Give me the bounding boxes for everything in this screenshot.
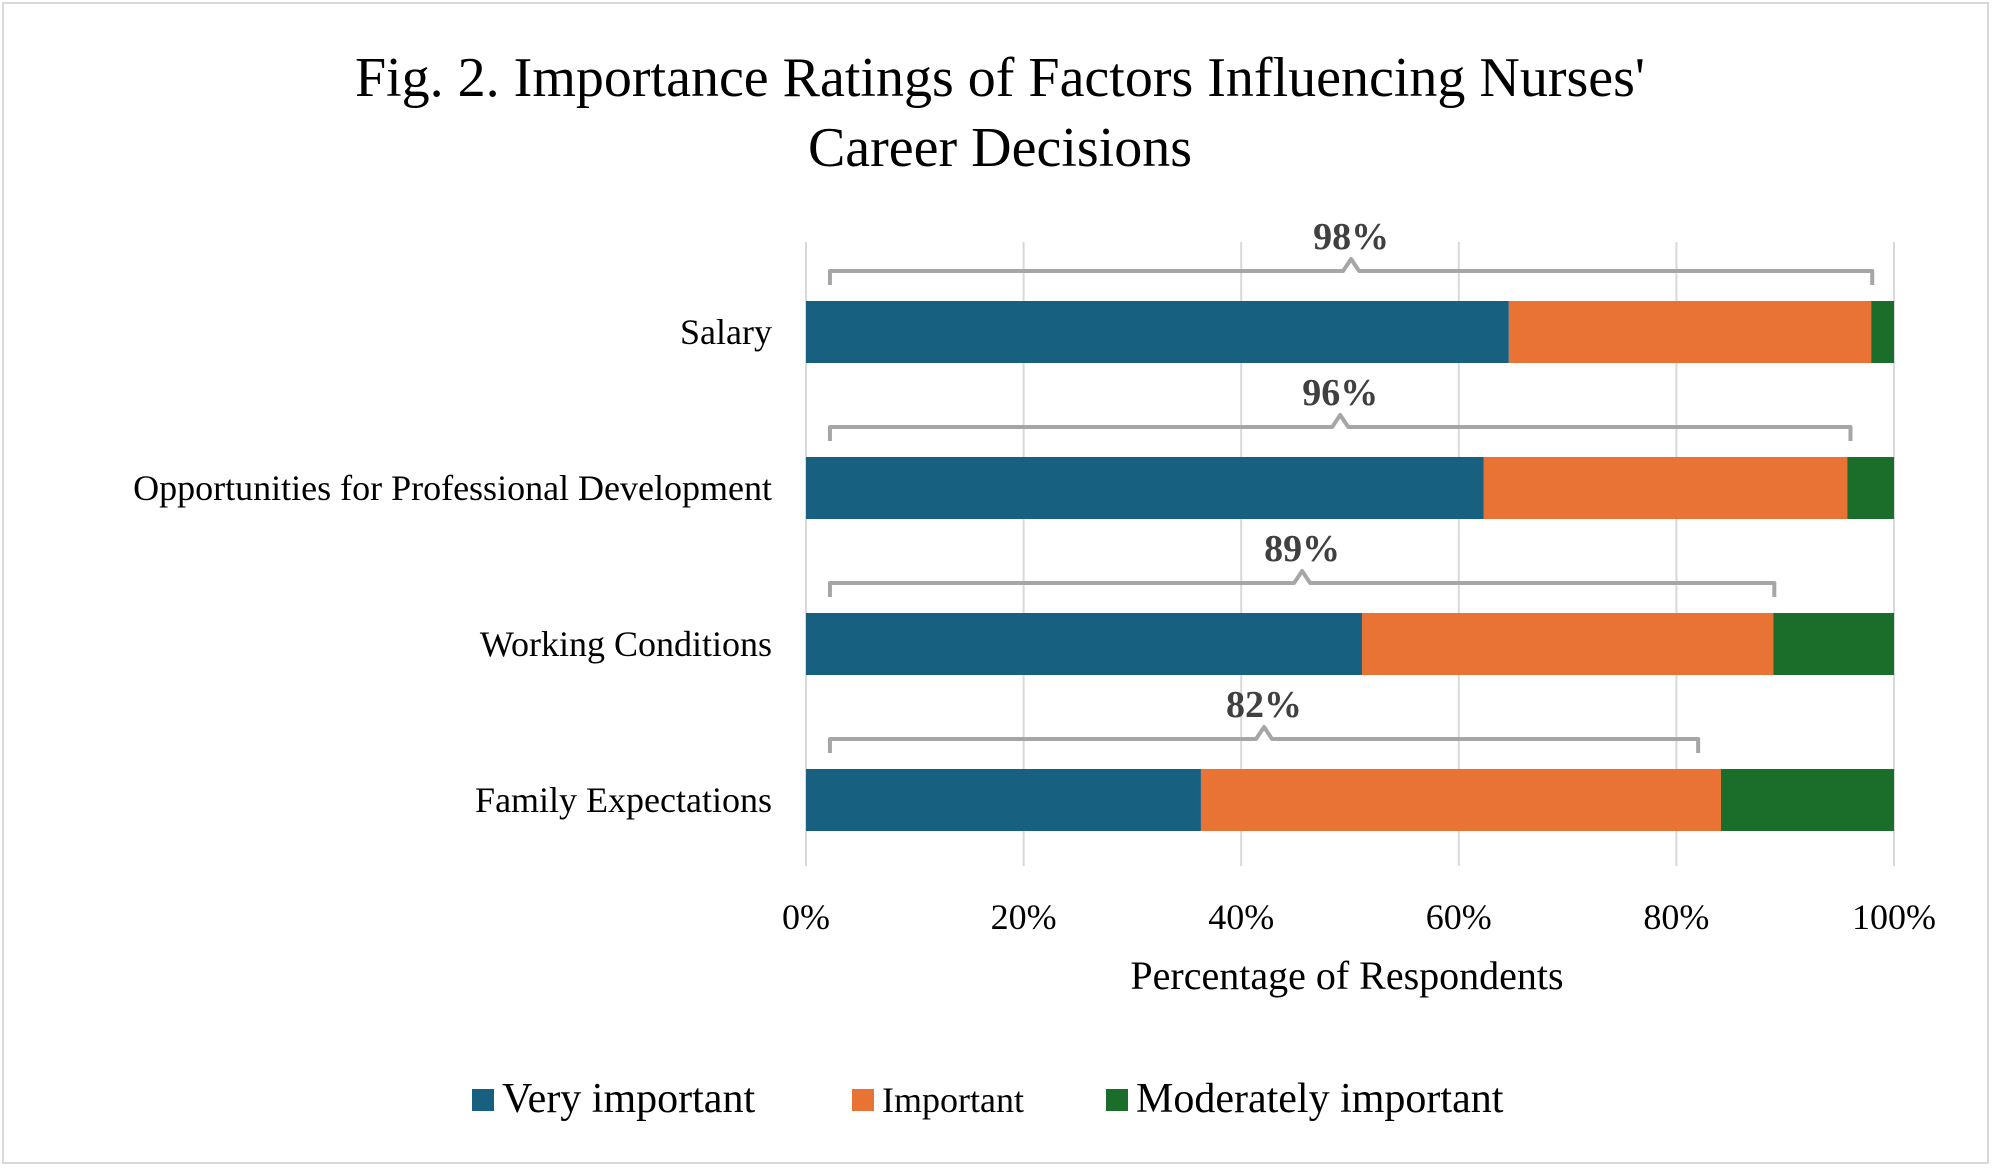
category-label-working-conditions: Working Conditions — [480, 624, 772, 664]
bar-family-expectations-moderately-important — [1721, 769, 1894, 831]
annotation-brackets: 98% 96% 89% 82% — [827, 216, 1875, 753]
annotation-label-working-conditions: 89% — [1264, 528, 1340, 570]
bar-salary-moderately-important — [1871, 301, 1894, 363]
bar-working-conditions-important — [1361, 613, 1774, 675]
category-label-opportunities-for-professional-development: Opportunities for Professional Developme… — [133, 468, 772, 508]
chart-title-line-1: Fig. 2. Importance Ratings of Factors In… — [355, 47, 1645, 109]
legend-swatch-important — [852, 1089, 874, 1111]
bracket-salary — [827, 257, 1875, 285]
bracket-opportunities-for-professional-development — [827, 413, 1853, 441]
category-label-salary: Salary — [680, 312, 772, 352]
legend-swatch-very-important — [472, 1089, 494, 1111]
bar-opportunities-for-professional-development-very-important — [806, 457, 1484, 519]
bracket-family-expectations — [827, 725, 1701, 753]
bar-salary-important — [1508, 301, 1872, 363]
legend-label-very-important: Very important — [502, 1076, 755, 1122]
bar-salary-very-important — [806, 301, 1509, 363]
category-labels: Salary Opportunities for Professional Dev… — [133, 312, 772, 820]
bar-working-conditions-moderately-important — [1773, 613, 1894, 675]
legend-swatch-moderately-important — [1106, 1089, 1128, 1111]
x-tick-label-40: 40% — [1208, 897, 1274, 937]
annotation-label-family-expectations: 82% — [1226, 684, 1302, 726]
x-tick-label-80: 80% — [1643, 897, 1709, 937]
bars — [806, 301, 1894, 831]
legend-item-moderately-important: Moderately important — [1106, 1076, 1504, 1122]
x-tick-label-100: 100% — [1852, 897, 1936, 937]
legend-label-moderately-important: Moderately important — [1136, 1076, 1504, 1122]
annotation-label-salary: 98% — [1313, 216, 1389, 258]
stacked-bar-chart: Fig. 2. Importance Ratings of Factors In… — [133, 47, 1936, 1122]
bar-family-expectations-important — [1200, 769, 1722, 831]
x-tick-label-60: 60% — [1426, 897, 1492, 937]
category-label-family-expectations: Family Expectations — [475, 780, 772, 820]
legend-item-important: Important — [852, 1080, 1024, 1120]
bar-opportunities-for-professional-development-moderately-important — [1847, 457, 1894, 519]
x-tick-label-20: 20% — [991, 897, 1057, 937]
bar-working-conditions-very-important — [806, 613, 1362, 675]
annotation-label-opportunities-for-professional-development: 96% — [1302, 372, 1378, 414]
legend-item-very-important: Very important — [472, 1076, 755, 1122]
bar-family-expectations-very-important — [806, 769, 1201, 831]
legend-label-important: Important — [882, 1080, 1024, 1120]
x-tick-labels: 0% 20% 40% 60% 80% 100% — [782, 897, 1936, 937]
legend: Very important Important Moderately import… — [472, 1076, 1504, 1122]
x-tick-label-0: 0% — [782, 897, 830, 937]
bar-opportunities-for-professional-development-important — [1483, 457, 1848, 519]
chart-title-line-2: Career Decisions — [808, 117, 1192, 179]
bracket-working-conditions — [827, 569, 1777, 597]
x-axis-label: Percentage of Respondents — [1130, 953, 1563, 998]
